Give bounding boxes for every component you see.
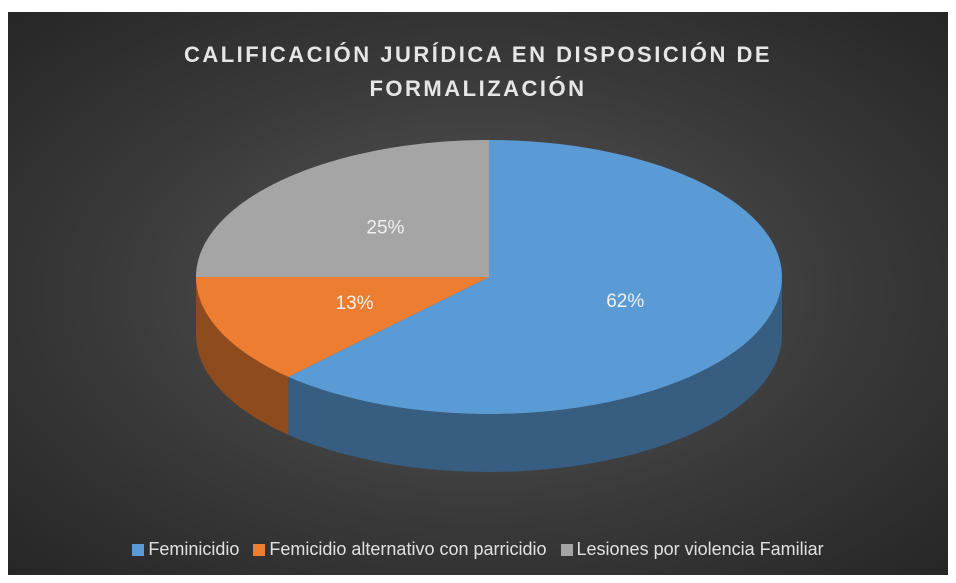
slice	[196, 277, 489, 377]
legend-item: Lesiones por violencia Familiar	[560, 539, 824, 560]
legend-item: Femicidio alternativo con parricidio	[253, 539, 547, 560]
legend-item: Feminicidio	[132, 539, 239, 560]
legend-label: Feminicidio	[148, 539, 240, 559]
data-label: 13%	[336, 293, 374, 314]
data-label: 62%	[606, 291, 644, 312]
pie-area: 62% 13% 25%	[196, 140, 782, 472]
data-label: 25%	[366, 218, 404, 239]
legend-label: Lesiones por violencia Familiar	[576, 539, 824, 559]
legend: Feminicidio Femicidio alternativo con par…	[8, 539, 948, 560]
slice-side	[196, 277, 289, 435]
slice	[196, 140, 489, 277]
slice	[288, 140, 782, 414]
legend-swatch	[132, 543, 145, 556]
legend-swatch	[560, 543, 573, 556]
chart-title: CALIFICACIÓN JURÍDICA EN DISPOSICIÓN DE …	[183, 42, 773, 101]
slice-side	[288, 277, 782, 472]
legend-swatch	[253, 543, 266, 556]
chart: CALIFICACIÓN JURÍDICA EN DISPOSICIÓN DE …	[8, 12, 948, 575]
legend-label: Femicidio alternativo con parricidio	[269, 539, 547, 559]
